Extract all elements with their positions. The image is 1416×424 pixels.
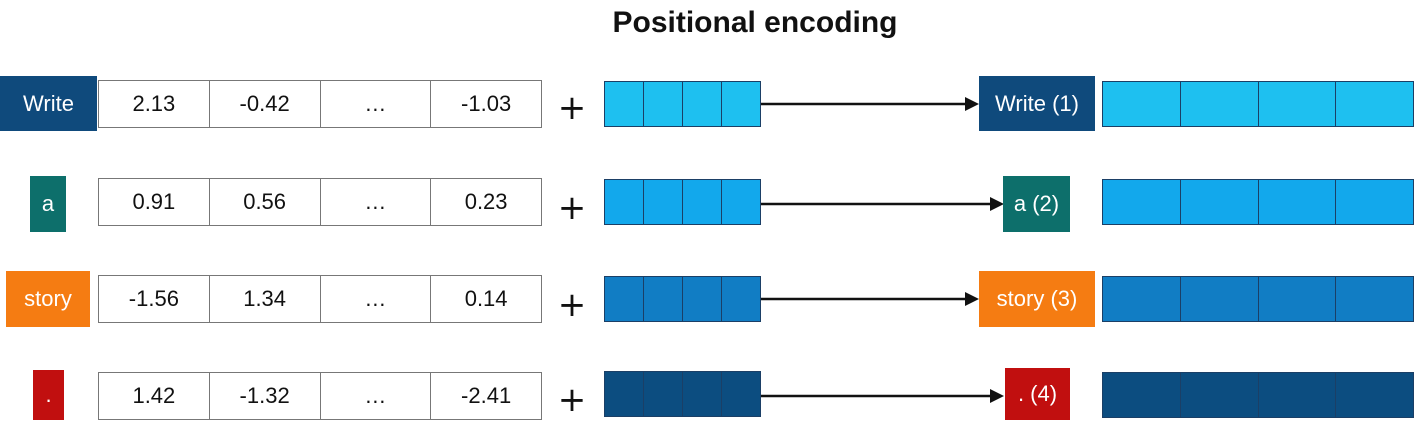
position-cell — [722, 372, 760, 416]
output-cell — [1103, 82, 1181, 126]
position-vector — [604, 179, 761, 225]
output-token: Write (1) — [979, 76, 1095, 131]
position-cell — [644, 82, 683, 126]
token-row-2: a 0.91 0.56 … 0.23 + a (2) — [0, 174, 1416, 232]
position-cell — [644, 277, 683, 321]
output-cell — [1180, 277, 1259, 321]
input-token: Write — [0, 76, 97, 131]
output-cell — [1103, 373, 1181, 417]
position-cell — [605, 372, 644, 416]
embedding-value: -2.41 — [461, 383, 512, 408]
output-cell — [1336, 82, 1413, 126]
embedding-vector: -1.56 1.34 … 0.14 — [98, 275, 542, 323]
plus-sign: + — [557, 188, 587, 228]
position-cell — [683, 82, 722, 126]
position-vector — [604, 371, 761, 417]
plus-sign: + — [557, 88, 587, 128]
output-vector — [1102, 276, 1414, 322]
output-cell — [1336, 277, 1413, 321]
embedding-value: 0.14 — [464, 286, 508, 311]
arrow-icon — [761, 97, 979, 111]
position-cell — [644, 372, 683, 416]
embedding-value: … — [321, 179, 432, 225]
output-vector — [1102, 81, 1414, 127]
embedding-value: -1.56 — [99, 276, 210, 322]
embedding-vector: 1.42 -1.32 … -2.41 — [98, 372, 542, 420]
embedding-value: -1.32 — [210, 373, 321, 419]
position-vector — [604, 276, 761, 322]
position-cell — [683, 180, 722, 224]
output-cell — [1336, 180, 1413, 224]
output-cell — [1103, 277, 1181, 321]
arrow-icon — [761, 292, 979, 306]
token-row-1: Write 2.13 -0.42 … -1.03 + Write (1) — [0, 76, 1416, 132]
embedding-value: 1.42 — [99, 373, 210, 419]
arrow-icon — [761, 197, 1004, 211]
arrow-icon — [761, 389, 1004, 403]
position-cell — [722, 277, 760, 321]
embedding-value: 2.13 — [99, 81, 210, 127]
position-cell — [722, 180, 760, 224]
token-row-4: . 1.42 -1.32 … -2.41 + . (4) — [0, 368, 1416, 424]
position-cell — [605, 180, 644, 224]
output-cell — [1103, 180, 1181, 224]
output-vector — [1102, 372, 1414, 418]
plus-sign: + — [557, 285, 587, 325]
output-token: story (3) — [979, 271, 1095, 327]
input-token: . — [33, 370, 64, 420]
output-cell — [1258, 180, 1337, 224]
position-vector — [604, 81, 761, 127]
embedding-value: 0.23 — [464, 189, 508, 214]
output-cell — [1336, 373, 1413, 417]
position-cell — [605, 82, 644, 126]
embedding-vector: 2.13 -0.42 … -1.03 — [98, 80, 542, 128]
embedding-value: … — [321, 373, 432, 419]
position-cell — [722, 82, 760, 126]
embedding-value: -0.42 — [210, 81, 321, 127]
output-cell — [1180, 180, 1259, 224]
output-vector — [1102, 179, 1414, 225]
position-cell — [683, 277, 722, 321]
plus-sign: + — [557, 380, 587, 420]
token-row-3: story -1.56 1.34 … 0.14 + story (3) — [0, 271, 1416, 327]
output-cell — [1180, 82, 1259, 126]
position-cell — [605, 277, 644, 321]
output-token: . (4) — [1005, 368, 1070, 420]
embedding-value: … — [321, 81, 432, 127]
input-token: story — [6, 271, 90, 327]
embedding-value: 0.91 — [99, 179, 210, 225]
embedding-value: … — [321, 276, 432, 322]
diagram-title: Positional encoding — [612, 6, 898, 39]
output-cell — [1258, 373, 1337, 417]
output-token: a (2) — [1003, 176, 1070, 232]
embedding-value: -1.03 — [461, 91, 512, 116]
embedding-value: 0.56 — [210, 179, 321, 225]
position-cell — [644, 180, 683, 224]
output-cell — [1180, 373, 1259, 417]
output-cell — [1258, 82, 1337, 126]
position-cell — [683, 372, 722, 416]
embedding-value: 1.34 — [210, 276, 321, 322]
input-token: a — [30, 176, 66, 232]
embedding-vector: 0.91 0.56 … 0.23 — [98, 178, 542, 226]
output-cell — [1258, 277, 1337, 321]
